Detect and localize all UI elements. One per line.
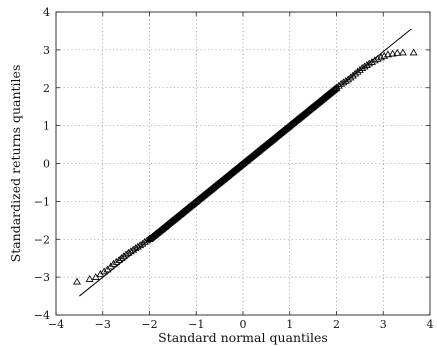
x-tick-label: 2 (333, 318, 340, 331)
y-tick-label: −2 (34, 233, 50, 246)
y-tick-label: 2 (43, 82, 50, 95)
x-tick-label: −4 (48, 318, 64, 331)
data-point (365, 59, 374, 67)
data-point (330, 85, 339, 93)
data-point (100, 267, 109, 275)
data-point (393, 48, 402, 56)
data-point (145, 234, 154, 242)
data-point (346, 73, 355, 81)
y-tick-label: −4 (34, 309, 50, 322)
data-point (353, 67, 362, 75)
x-tick-label: −1 (188, 318, 204, 331)
data-point (388, 49, 397, 57)
data-points (73, 48, 418, 285)
data-point (334, 81, 343, 89)
data-point (398, 48, 407, 56)
data-point (348, 71, 357, 79)
data-point (332, 83, 341, 91)
data-point (383, 50, 392, 58)
x-tick-label: 0 (240, 318, 247, 331)
y-tick-label: 1 (43, 120, 50, 133)
x-tick-label: −3 (95, 318, 111, 331)
data-point (344, 75, 353, 83)
data-point (140, 237, 149, 245)
data-point (112, 257, 121, 265)
x-axis-label: Standard normal quantiles (158, 330, 328, 345)
data-point (119, 252, 128, 260)
y-tick-label: 3 (43, 44, 50, 57)
data-point (376, 53, 385, 61)
data-point (370, 56, 379, 64)
data-point (117, 254, 126, 262)
x-tick-label: 4 (427, 318, 434, 331)
axis-ticks (55, 11, 431, 316)
y-tick-label: 0 (43, 158, 50, 171)
data-point (373, 54, 382, 62)
data-point (138, 239, 147, 247)
y-tick-labels: −4 −3 −2 −1 0 1 2 3 4 (34, 6, 50, 322)
data-point (109, 259, 118, 267)
data-point (355, 65, 364, 73)
data-point (85, 274, 94, 282)
data-point (115, 256, 124, 263)
y-tick-label: −1 (34, 195, 50, 208)
x-tick-label: −2 (141, 318, 157, 331)
data-point (329, 85, 338, 93)
y-axis-label: Standardized returns quantiles (8, 65, 23, 263)
x-tick-label: 1 (286, 318, 293, 331)
x-tick-labels: −4 −3 −2 −1 0 1 2 3 4 (48, 318, 434, 331)
y-tick-label: 4 (43, 6, 50, 19)
data-point (409, 48, 418, 56)
data-point (136, 241, 145, 249)
x-tick-label: 3 (380, 318, 387, 331)
y-tick-label: −3 (34, 271, 50, 284)
data-point (143, 236, 152, 244)
data-point (341, 76, 350, 84)
data-point (368, 57, 376, 65)
data-point (351, 69, 360, 77)
data-point (73, 277, 81, 285)
